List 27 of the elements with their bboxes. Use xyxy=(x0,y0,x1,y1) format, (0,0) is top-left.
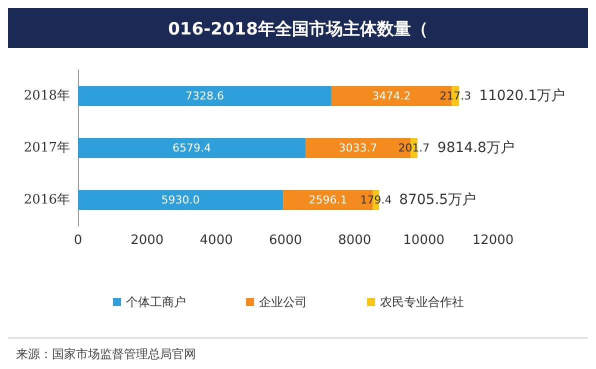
bar xyxy=(78,86,332,106)
x-tick-label: 8000 xyxy=(338,233,372,248)
x-tick-label: 12000 xyxy=(472,233,514,248)
total-label: 8705.5万户 xyxy=(399,192,476,208)
legend-label: 农民专业合作社 xyxy=(380,295,464,309)
legend-label: 个体工商户 xyxy=(126,295,186,309)
data-label: 3474.2 xyxy=(372,90,411,102)
chart-title: 016-2018年全国市场主体数量（ xyxy=(168,20,428,40)
x-tick-label: 4000 xyxy=(200,233,233,248)
data-label: 3033.7 xyxy=(338,142,378,154)
y-tick-label: 2017年 xyxy=(24,140,70,156)
bar xyxy=(78,138,306,158)
source-note: 来源：国家市场监督管理总局官网 xyxy=(16,347,196,361)
x-tick-label: 2000 xyxy=(130,233,164,248)
data-label: 2596.1 xyxy=(308,194,348,206)
data-label: 7328.6 xyxy=(185,90,224,102)
x-tick-label: 6000 xyxy=(268,233,302,248)
legend-label: 企业公司 xyxy=(259,295,307,309)
total-label: 11020.1万户 xyxy=(479,88,566,104)
y-tick-label: 2016年 xyxy=(24,192,70,208)
y-tick-label: 2018年 xyxy=(24,88,70,104)
x-tick-label: 10000 xyxy=(403,233,445,248)
data-label: 5930.0 xyxy=(161,194,200,206)
data-label: 6579.4 xyxy=(172,142,212,154)
total-label: 9814.8万户 xyxy=(437,140,514,156)
x-tick-label: 0 xyxy=(74,233,82,248)
bar xyxy=(78,190,284,210)
